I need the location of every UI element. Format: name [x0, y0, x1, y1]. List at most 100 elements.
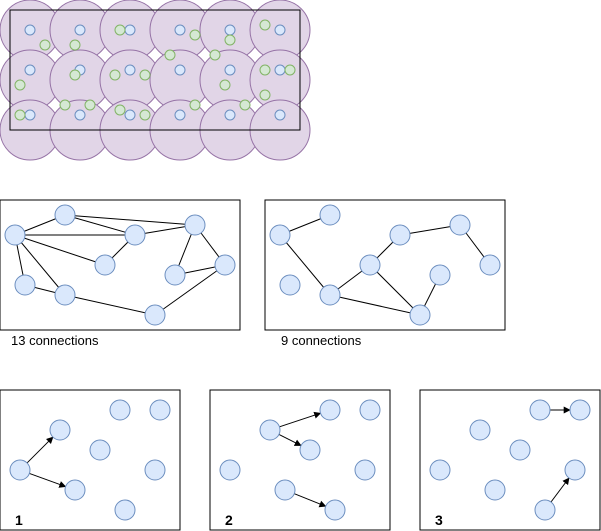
- step-2-node: [259, 419, 281, 441]
- step-3-label: 3: [435, 512, 443, 528]
- graph-a-node: [184, 214, 206, 236]
- step-2-node: [359, 399, 381, 421]
- step-2-panel: 2: [209, 389, 391, 531]
- graph-a-node: [4, 224, 26, 246]
- graph-b-nodes: [269, 204, 501, 326]
- coverage-point-blue: [74, 109, 86, 121]
- coverage-point-green: [259, 19, 271, 31]
- graph-a-node: [54, 204, 76, 226]
- graph-a-node: [124, 224, 146, 246]
- step-1-arrow: [29, 472, 67, 488]
- coverage-point-blue: [224, 24, 236, 36]
- graph-b-node: [449, 214, 471, 236]
- step-1-node: [144, 459, 166, 481]
- coverage-point-green: [114, 104, 126, 116]
- step-2-arrows: [278, 411, 327, 508]
- graph-a-node: [214, 254, 236, 276]
- graph-b-node: [389, 224, 411, 246]
- coverage-point-green: [259, 64, 271, 76]
- graph-a-caption: 13 connections: [11, 333, 99, 348]
- coverage-point-blue: [224, 109, 236, 121]
- step-2-arrow: [294, 493, 327, 508]
- step-2-node: [299, 439, 321, 461]
- coverage-point-green: [14, 79, 26, 91]
- coverage-point-blue: [124, 64, 136, 76]
- graph-a-node: [54, 284, 76, 306]
- coverage-point-blue: [174, 109, 186, 121]
- coverage-point-blue: [24, 24, 36, 36]
- step-1-nodes: [9, 399, 171, 521]
- graph-b-node: [279, 274, 301, 296]
- coverage-point-blue: [274, 64, 286, 76]
- coverage-point-green: [69, 69, 81, 81]
- graph-b-frame: [264, 199, 506, 331]
- coverage-point-green: [189, 99, 201, 111]
- step-3-node: [569, 399, 591, 421]
- step-2-label: 2: [225, 512, 233, 528]
- step-1-node: [89, 439, 111, 461]
- graph-b-node: [269, 224, 291, 246]
- step-3-node: [529, 399, 551, 421]
- step-2-node: [219, 459, 241, 481]
- graph-a-nodes: [4, 204, 236, 326]
- coverage-point-blue: [24, 64, 36, 76]
- coverage-point-green: [259, 89, 271, 101]
- step-2-node: [354, 459, 376, 481]
- graph-b-node: [359, 254, 381, 276]
- coverage-point-blue: [274, 24, 286, 36]
- step-3-nodes: [429, 399, 591, 521]
- coverage-point-green: [84, 99, 96, 111]
- step-3-arrows: [550, 406, 571, 503]
- step-1-node: [49, 419, 71, 441]
- graph-a-edge: [154, 264, 226, 316]
- coverage-point-green: [224, 34, 236, 46]
- coverage-point-green: [39, 39, 51, 51]
- coverage-point-green: [164, 49, 176, 61]
- graph-b-edge: [279, 234, 331, 296]
- graph-a-edge: [64, 214, 136, 236]
- graph-a-panel: 13 connections: [0, 199, 241, 348]
- coverage-point-green: [114, 24, 126, 36]
- graph-b-node: [319, 284, 341, 306]
- step-3-node: [469, 419, 491, 441]
- coverage-point-blue: [74, 24, 86, 36]
- graph-a-node: [144, 304, 166, 326]
- graph-b-node: [479, 254, 501, 276]
- coverage-point-blue: [174, 24, 186, 36]
- step-1-arrows: [26, 436, 67, 488]
- coverage-point-green: [209, 49, 221, 61]
- graph-a-node: [164, 264, 186, 286]
- step-1-node: [64, 479, 86, 501]
- coverage-point-blue: [24, 109, 36, 121]
- step-1-node: [109, 399, 131, 421]
- graph-a-node: [14, 274, 36, 296]
- step-1-arrow: [26, 436, 54, 464]
- step-1-node: [114, 499, 136, 521]
- coverage-point-green: [59, 99, 71, 111]
- coverage-points: [14, 19, 296, 121]
- step-2-node: [274, 479, 296, 501]
- graph-b-node: [429, 264, 451, 286]
- graph-a-node: [94, 254, 116, 276]
- step-2-frame: [209, 389, 391, 531]
- step-2-arrow: [278, 434, 302, 446]
- step-2-node: [319, 399, 341, 421]
- step-2-nodes: [219, 399, 381, 521]
- step-3-node: [564, 459, 586, 481]
- step-1-node: [9, 459, 31, 481]
- coverage-point-green: [139, 69, 151, 81]
- step-3-node: [429, 459, 451, 481]
- coverage-frame: [9, 9, 301, 131]
- graph-b-panel: 9 connections: [264, 199, 506, 348]
- graph-a-edge: [14, 234, 106, 266]
- step-1-panel: 1: [0, 389, 181, 531]
- graph-a-edge: [14, 234, 66, 296]
- coverage-point-blue: [174, 64, 186, 76]
- coverage-point-green: [109, 69, 121, 81]
- coverage-point-blue: [124, 109, 136, 121]
- graph-b-edge: [329, 294, 421, 316]
- step-2-arrow: [279, 411, 322, 428]
- step-3-node: [484, 479, 506, 501]
- step-3-arrow: [550, 477, 570, 503]
